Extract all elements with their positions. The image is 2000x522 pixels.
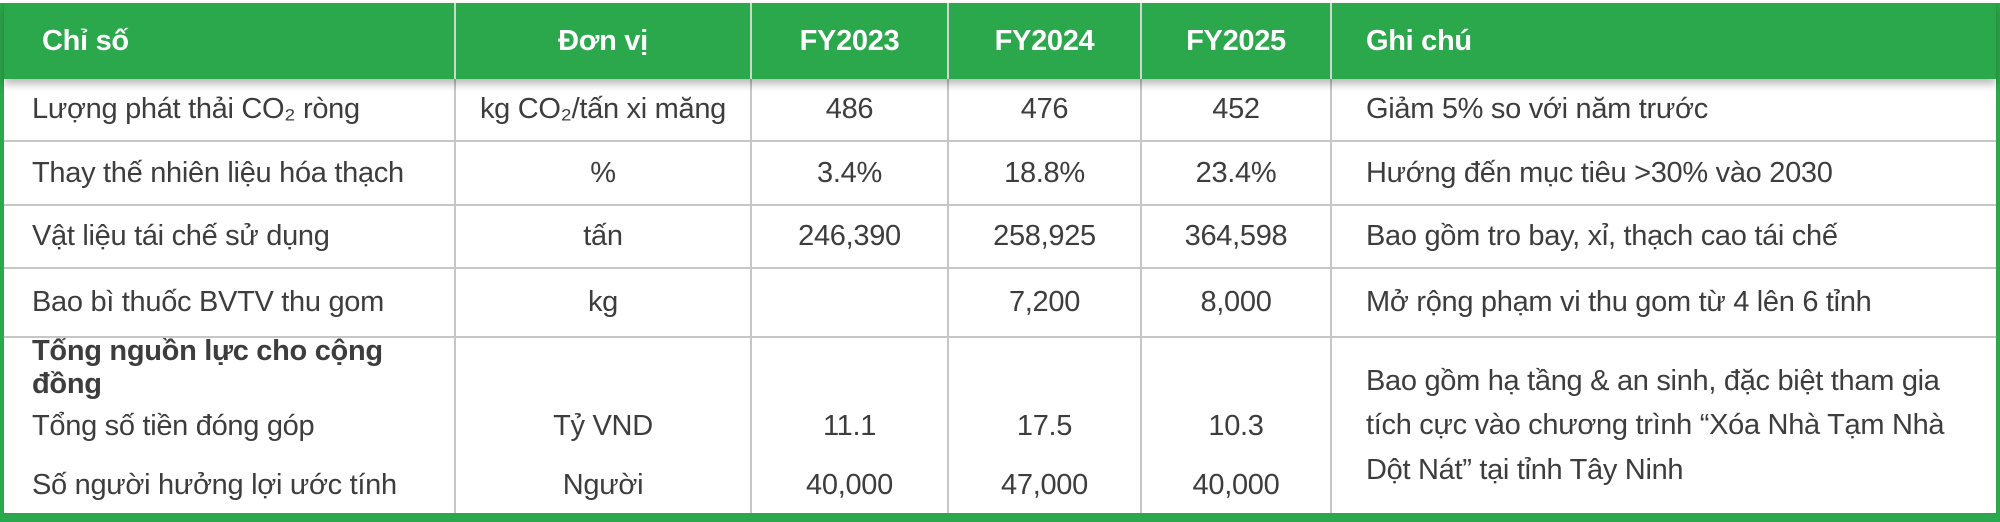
group-subrow-label-beneficiaries: Số người hưởng lợi ước tính (32, 469, 397, 501)
fy2024-value: 17.5 (1016, 410, 1073, 442)
empty-cell (1142, 338, 1330, 397)
metric-label: Lượng phát thải CO₂ ròng (32, 93, 360, 125)
table-bottom-accent-bar (0, 513, 2000, 522)
empty-cell (456, 338, 750, 397)
header-fy2023: FY2023 (750, 3, 947, 79)
fy2024-value: 7,200 (947, 269, 1140, 336)
header-fy2024: FY2024 (947, 3, 1140, 79)
fy2025-value: 10.3 (1208, 410, 1264, 442)
table-row-community-resources: Tổng nguồn lực cho cộng đồng Tổng số tiề… (4, 336, 1996, 513)
note-text: Giảm 5% so với năm trước (1330, 79, 1996, 140)
fy2024-value: 258,925 (947, 206, 1140, 267)
fy2023-value (750, 269, 947, 336)
empty-cell (949, 338, 1140, 397)
group-unit-cell: Tỷ VND Người (454, 338, 750, 513)
unit-value: Tỷ VND (553, 410, 653, 442)
fy2023-value: 486 (750, 79, 947, 140)
group-fy2023-cell: 11.1 40,000 (750, 338, 947, 513)
header-metric: Chỉ số (42, 24, 129, 57)
fy2025-value: 364,598 (1140, 206, 1330, 267)
group-subrow-label-contribution: Tổng số tiền đóng góp (32, 410, 315, 442)
fy2023-value: 3.4% (750, 142, 947, 204)
note-text: Bao gồm hạ tầng & an sinh, đặc biệt tham… (1366, 365, 1945, 486)
group-title: Tổng nguồn lực cho cộng đồng (32, 338, 383, 400)
table-row-fuel-substitution: Thay thế nhiên liệu hóa thạch % 3.4% 18.… (4, 140, 1996, 204)
group-note-cell: Bao gồm hạ tầng & an sinh, đặc biệt tham… (1330, 338, 1996, 513)
fy2025-value: 40,000 (1192, 469, 1280, 501)
fy2024-value: 47,000 (1001, 469, 1088, 501)
metric-label: Vật liệu tái chế sử dụng (32, 220, 330, 252)
unit-value: kg (454, 269, 750, 336)
note-text: Mở rộng phạm vi thu gom từ 4 lên 6 tỉnh (1330, 269, 1996, 336)
group-fy2025-cell: 10.3 40,000 (1140, 338, 1330, 513)
fy2025-value: 452 (1140, 79, 1330, 140)
unit-value: kg CO₂/tấn xi măng (454, 79, 750, 140)
esg-metrics-table: Chỉ số Đơn vị FY2023 FY2024 FY2025 Ghi c… (0, 3, 2000, 513)
group-metric-cell: Tổng nguồn lực cho cộng đồng Tổng số tiề… (4, 338, 454, 513)
table-row-packaging-collected: Bao bì thuốc BVTV thu gom kg 7,200 8,000… (4, 267, 1996, 336)
unit-value: tấn (454, 206, 750, 267)
note-text: Bao gồm tro bay, xỉ, thạch cao tái chế (1330, 206, 1996, 267)
fy2024-value: 476 (947, 79, 1140, 140)
table-header-row: Chỉ số Đơn vị FY2023 FY2024 FY2025 Ghi c… (4, 3, 1996, 79)
fy2023-value: 40,000 (806, 469, 893, 501)
table-row-co2-emissions: Lượng phát thải CO₂ ròng kg CO₂/tấn xi m… (4, 79, 1996, 140)
header-fy2025: FY2025 (1140, 3, 1330, 79)
group-fy2024-cell: 17.5 47,000 (947, 338, 1140, 513)
table-row-recycled-materials: Vật liệu tái chế sử dụng tấn 246,390 258… (4, 204, 1996, 267)
fy2024-value: 18.8% (947, 142, 1140, 204)
fy2023-value: 246,390 (750, 206, 947, 267)
unit-value: % (454, 142, 750, 204)
note-text: Hướng đến mục tiêu >30% vào 2030 (1330, 142, 1996, 204)
unit-value: Người (562, 469, 644, 501)
metric-label: Bao bì thuốc BVTV thu gom (32, 286, 384, 318)
header-notes: Ghi chú (1330, 3, 1996, 79)
fy2025-value: 8,000 (1140, 269, 1330, 336)
fy2023-value: 11.1 (822, 410, 877, 442)
header-unit: Đơn vị (454, 3, 750, 79)
metric-label: Thay thế nhiên liệu hóa thạch (32, 156, 404, 189)
empty-cell (752, 338, 947, 397)
fy2025-value: 23.4% (1140, 142, 1330, 204)
